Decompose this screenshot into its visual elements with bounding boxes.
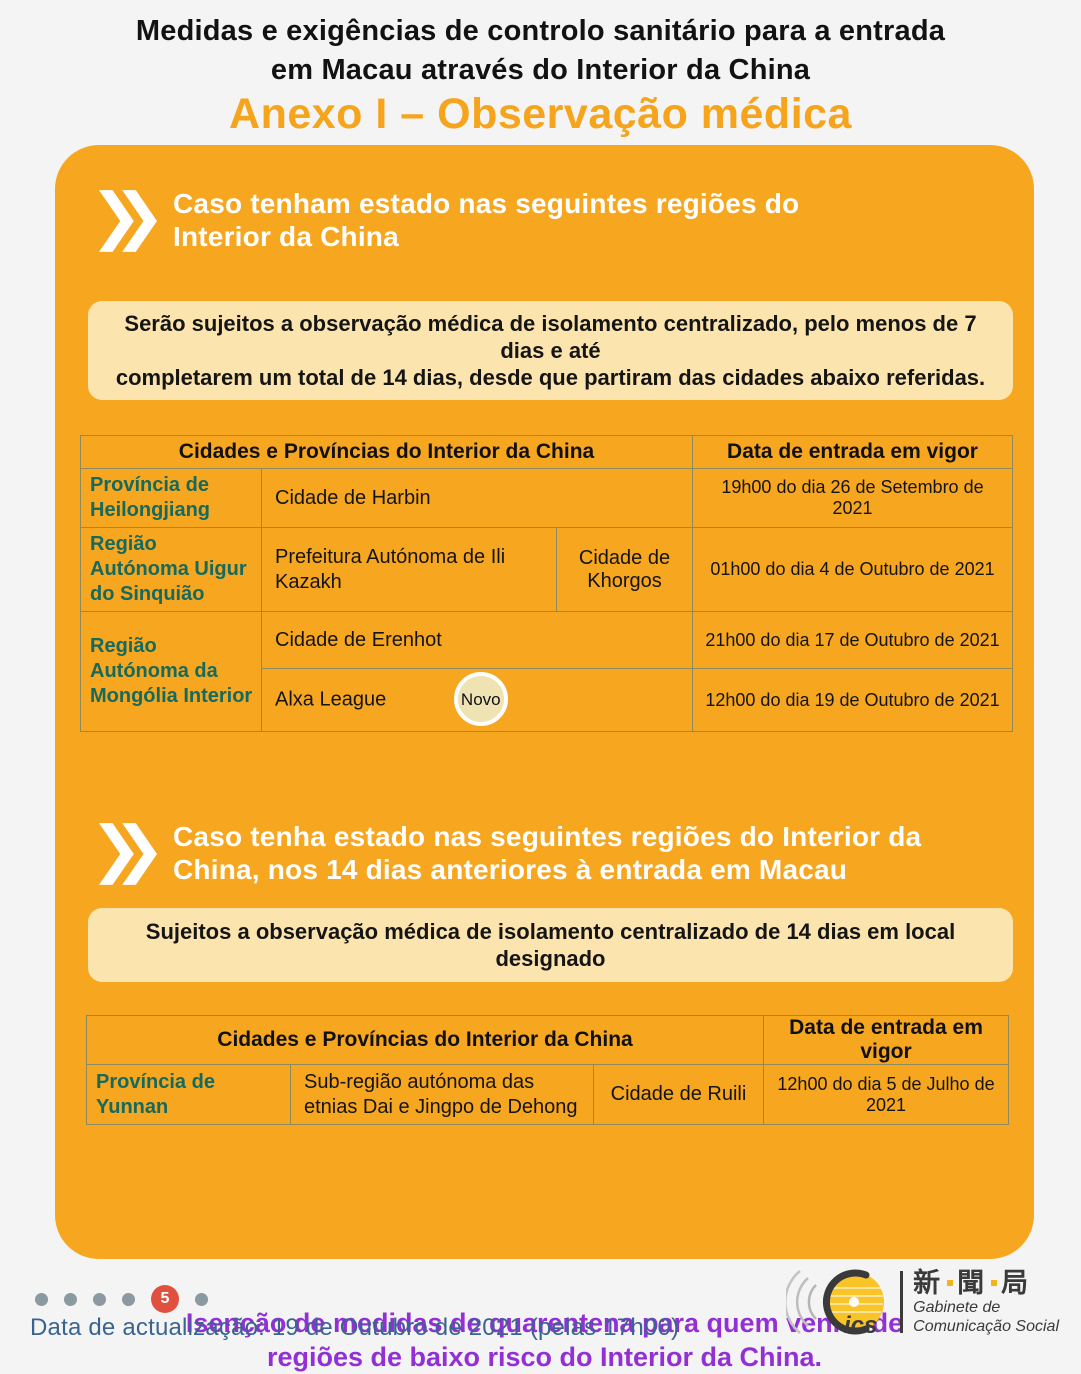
main-orange-card: Caso tenham estado nas seguintes regiões… xyxy=(55,145,1034,1372)
logo-divider xyxy=(900,1271,904,1333)
current-page-badge: 5 xyxy=(151,1285,179,1313)
logo-dot xyxy=(991,1280,998,1286)
double-chevron-icon xyxy=(99,190,157,252)
logo-cn-char: 新 xyxy=(913,1268,944,1298)
logo-cn-char: 局 xyxy=(1001,1268,1032,1298)
table1-date-khorgos: 01h00 do dia 4 de Outubro de 2021 xyxy=(692,527,1013,612)
table1-place-harbin: Cidade de Harbin xyxy=(261,468,693,528)
table1-region-heilongjiang: Província de Heilongjiang xyxy=(80,468,262,528)
page-dot xyxy=(122,1292,135,1306)
table1-region-xinjiang: Região Autónoma Uigur do Sinquião xyxy=(80,527,262,612)
table2-date-ruili: 12h00 do dia 5 de Julho de 2021 xyxy=(763,1064,1009,1125)
section1-title-line-2: Interior da China xyxy=(173,221,399,252)
gcs-logo: ics 新 聞 局 Gabinete de Comunicação Social xyxy=(786,1263,1059,1341)
table2-place-dehong: Sub-região autónoma das etnias Dai e Jin… xyxy=(290,1064,594,1125)
page-header: Medidas e exigências de controlo sanitár… xyxy=(0,0,1081,138)
section2-note: Sujeitos a observação médica de isolamen… xyxy=(88,908,1013,982)
section1-title-line-1: Caso tenham estado nas seguintes regiões… xyxy=(173,188,800,219)
exemption-line-1: Isenção de medidas de quarentena para qu… xyxy=(185,1308,904,1338)
page-title-line-1: Medidas e exigências de controlo sanitár… xyxy=(135,15,946,47)
section1-heading: Caso tenham estado nas seguintes regiões… xyxy=(55,145,1034,253)
page-dot xyxy=(195,1292,208,1306)
page-title-line-2: em Macau através do Interior da China xyxy=(270,54,811,86)
logo-text-block: 新 聞 局 Gabinete de Comunicação Social xyxy=(913,1268,1059,1336)
logo-chinese-name: 新 聞 局 xyxy=(913,1268,1059,1298)
table1-place-ili-kazakh: Prefeitura Autónoma de Ili Kazakh xyxy=(261,527,557,612)
section1-note-line-2: completarem um total de 14 dias, desde q… xyxy=(115,365,986,390)
table1-region-inner-mongolia: Região Autónoma da Mongólia Interior xyxy=(80,611,262,732)
novo-badge: Novo xyxy=(453,672,508,726)
table1-date-alxa: 12h00 do dia 19 de Outubro de 2021 xyxy=(692,668,1013,732)
table-row: Província de Heilongjiang Cidade de Harb… xyxy=(80,468,1013,528)
table1-place-alxa: Alxa League Novo xyxy=(261,668,693,732)
table-row: Região Autónoma Uigur do Sinquião Prefei… xyxy=(80,527,1013,612)
page-dot xyxy=(93,1292,106,1306)
logo-org-line-2: Comunicação Social xyxy=(913,1318,1059,1335)
table1-place-erenhot: Cidade de Erenhot xyxy=(261,611,693,669)
table1-city-khorgos: Cidade de Khorgos xyxy=(556,527,693,612)
section2-title-line-1: Caso tenha estado nas seguintes regiões … xyxy=(173,821,922,852)
section1-note: Serão sujeitos a observação médica de is… xyxy=(88,301,1013,400)
section1-note-line-1: Serão sujeitos a observação médica de is… xyxy=(124,311,977,363)
double-chevron-icon xyxy=(99,823,157,885)
section2-title-line-2: China, nos 14 dias anteriores à entrada … xyxy=(173,854,848,885)
page-dot xyxy=(64,1292,77,1306)
table-row: Alxa League Novo 12h00 do dia 19 de Outu… xyxy=(81,668,1013,732)
table1-header-cities: Cidades e Províncias do Interior da Chin… xyxy=(80,435,693,469)
logo-org-line-1: Gabinete de xyxy=(913,1299,1001,1316)
table-row: Província de Yunnan Sub-região autónoma … xyxy=(86,1064,1009,1125)
section1-title: Caso tenham estado nas seguintes regiões… xyxy=(173,187,799,253)
logo-dot xyxy=(947,1280,954,1286)
table2-header-cities: Cidades e Províncias do Interior da Chin… xyxy=(86,1015,764,1065)
table2-city-ruili: Cidade de Ruili xyxy=(593,1064,764,1125)
table1-date-erenhot: 21h00 do dia 17 de Outubro de 2021 xyxy=(692,611,1013,669)
section2-heading: Caso tenha estado nas seguintes regiões … xyxy=(55,732,1034,886)
table-row: Região Autónoma da Mongólia Interior Cid… xyxy=(80,611,1013,732)
gcs-monogram-text: ics xyxy=(844,1312,877,1339)
regions-table-2: Cidades e Províncias do Interior da Chin… xyxy=(86,1015,1009,1125)
table2-region-yunnan: Província de Yunnan xyxy=(86,1064,291,1125)
page-indicator-dots: 5 xyxy=(35,1285,208,1313)
section2-title: Caso tenha estado nas seguintes regiões … xyxy=(173,820,921,886)
table2-header-date: Data de entrada em vigor xyxy=(763,1015,1009,1065)
table1-date-harbin: 19h00 do dia 26 de Setembro de 2021 xyxy=(692,468,1013,528)
page-footer: 5 Data de actualização: 19 de Outubro de… xyxy=(0,1259,1081,1351)
page-dot xyxy=(35,1292,48,1306)
annex-subtitle: Anexo I – Observação médica xyxy=(229,90,852,138)
gcs-logo-mark-icon: ics xyxy=(786,1269,885,1339)
table1-header-date: Data de entrada em vigor xyxy=(692,435,1013,469)
regions-table-1: Cidades e Províncias do Interior da Chin… xyxy=(80,435,1013,732)
logo-cn-char: 聞 xyxy=(957,1268,988,1298)
section2-note-line-1: Sujeitos a observação médica de isolamen… xyxy=(145,919,956,971)
update-date-text: Data de actualização: 19 de Outubro de 2… xyxy=(30,1314,680,1341)
alxa-league-label: Alxa League xyxy=(275,688,387,711)
